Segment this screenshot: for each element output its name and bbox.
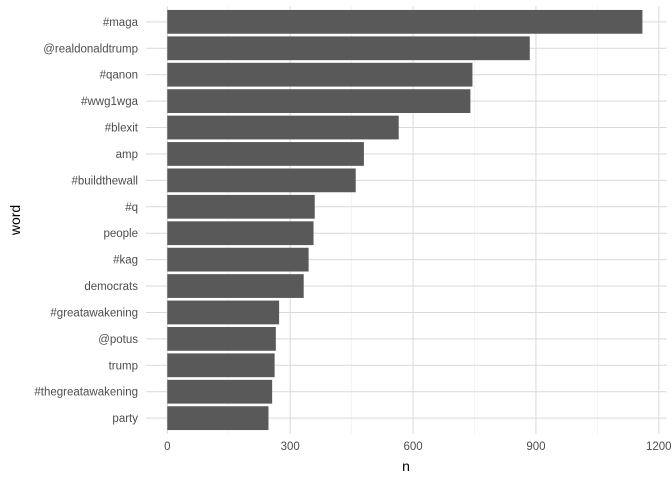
y-tick-label: #blexit bbox=[105, 123, 139, 135]
bar bbox=[167, 168, 356, 193]
y-axis-title: word bbox=[7, 205, 23, 236]
y-tick-label: #greatawakening bbox=[50, 307, 138, 319]
bar bbox=[167, 353, 275, 378]
bar bbox=[167, 379, 273, 404]
bar bbox=[167, 9, 643, 34]
x-tick-label: 600 bbox=[403, 441, 422, 453]
bar bbox=[167, 327, 276, 351]
bar bbox=[167, 62, 473, 87]
bar bbox=[167, 36, 530, 61]
bar bbox=[167, 194, 315, 219]
bar bbox=[167, 142, 364, 166]
y-tick-label: #maga bbox=[103, 17, 139, 29]
x-tick-labels: 0 300 600 900 1200 bbox=[164, 441, 672, 453]
bar bbox=[167, 247, 309, 272]
y-tick-label: #thegreatawakening bbox=[34, 387, 138, 399]
y-tick-label: amp bbox=[116, 149, 138, 161]
bar bbox=[167, 221, 314, 246]
y-tick-labels: #maga @realdonaldtrump #qanon #wwg1wga #blex… bbox=[34, 17, 138, 425]
y-tick-label: #wwg1wga bbox=[81, 96, 138, 108]
bar bbox=[167, 274, 304, 298]
x-axis-title: n bbox=[402, 458, 410, 474]
x-tick-label: 900 bbox=[526, 441, 545, 453]
bar bbox=[167, 115, 399, 140]
x-tick-label: 1200 bbox=[646, 441, 672, 453]
x-tick-label: 0 bbox=[164, 441, 170, 453]
bar bbox=[167, 406, 269, 431]
x-tick-label: 300 bbox=[281, 441, 300, 453]
y-tick-label: trump bbox=[109, 360, 138, 372]
bars bbox=[167, 9, 643, 431]
y-tick-label: @potus bbox=[98, 334, 138, 346]
y-tick-label: people bbox=[103, 228, 138, 240]
y-tick-label: #kag bbox=[113, 255, 138, 267]
y-tick-label: democrats bbox=[84, 281, 138, 293]
y-tick-label: #q bbox=[125, 202, 138, 214]
y-tick-label: #buildthewall bbox=[72, 175, 139, 187]
y-tick-label: party bbox=[112, 413, 138, 425]
y-tick-label: @realdonaldtrump bbox=[43, 43, 138, 55]
bar bbox=[167, 89, 471, 113]
y-tick-label: #qanon bbox=[100, 70, 138, 82]
bar bbox=[167, 300, 280, 325]
